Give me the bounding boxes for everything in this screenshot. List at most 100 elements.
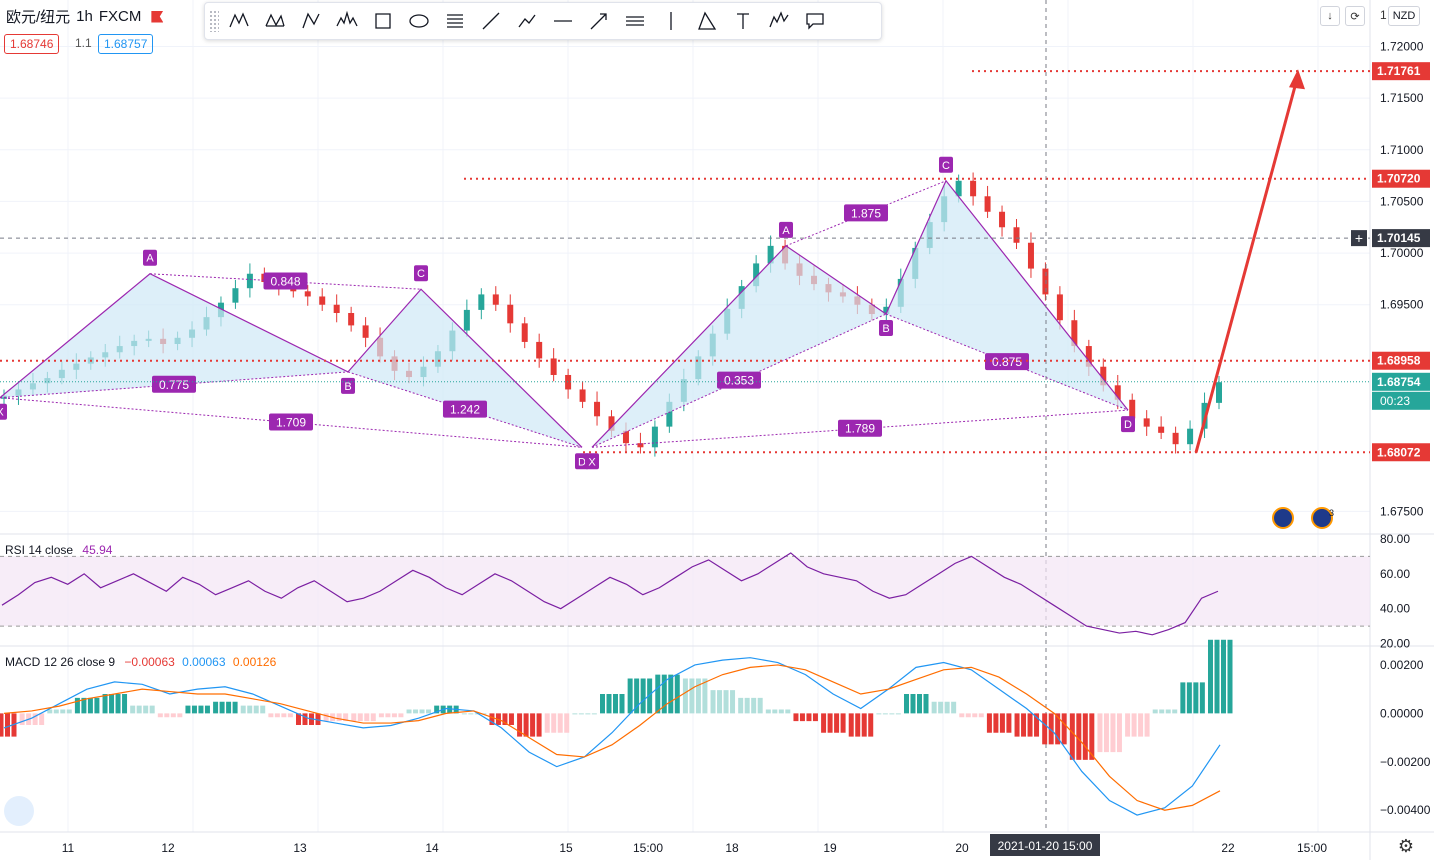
crosshair-time-label: 2021-01-20 15:00 xyxy=(998,839,1093,853)
macd-params: 12 26 close 9 xyxy=(43,655,116,669)
rectangle-tool[interactable] xyxy=(365,6,401,36)
macd-legend[interactable]: MACD 12 26 close 9 −0.00063 0.00063 0.00… xyxy=(5,655,276,669)
candle-body xyxy=(521,323,528,342)
drawing-toolbar xyxy=(204,2,882,40)
pattern-point-label: A xyxy=(146,253,154,265)
text-icon xyxy=(737,13,749,29)
macd-hist-bar xyxy=(710,690,716,714)
macd-hist-bar xyxy=(695,678,701,714)
spread-label: 1.1 xyxy=(75,36,92,50)
price-label-text: 1.70145 xyxy=(1377,231,1421,245)
macd-hist-bar xyxy=(1076,713,1082,760)
price-tick-label: 1.67500 xyxy=(1380,504,1424,518)
callout-tool[interactable] xyxy=(797,6,833,36)
macd-hist-bar xyxy=(447,705,453,714)
macd-hist-bar xyxy=(578,713,584,715)
macd-hist-bar xyxy=(1131,713,1137,737)
pattern-point-badge xyxy=(143,249,157,266)
macd-hist-bar xyxy=(647,678,653,714)
crosshair-plus-box xyxy=(1351,230,1367,247)
price-label-box xyxy=(1372,372,1430,391)
xabcd-pattern-icon xyxy=(229,12,249,28)
macd-hist-bar xyxy=(1055,713,1061,745)
arrow-line-tool[interactable] xyxy=(581,6,617,36)
macd-hist-bar xyxy=(613,694,618,714)
macd-hist-bar xyxy=(287,713,293,718)
toolbar-grip-icon[interactable] xyxy=(209,10,219,32)
candle-body xyxy=(753,263,760,287)
parallel-channel-tool[interactable] xyxy=(617,6,653,36)
arrow-down-icon[interactable]: ↓ xyxy=(1320,6,1340,26)
sell-price-box[interactable]: 1.68746 xyxy=(4,34,60,54)
macd-hist-bar xyxy=(191,705,197,714)
macd-hist-bar xyxy=(1042,713,1048,745)
trend-line-tool[interactable] xyxy=(473,6,509,36)
rsi-params: 14 close xyxy=(28,543,74,557)
macd-hist-bar xyxy=(109,694,115,714)
price-tick-label: 1.72000 xyxy=(1380,39,1424,53)
macd-hist-bar xyxy=(1048,713,1054,745)
macd-hist-bar xyxy=(157,713,163,718)
triangle-pattern-tool[interactable] xyxy=(689,6,725,36)
cypher-pattern-tool[interactable] xyxy=(257,6,293,36)
countdown-box xyxy=(1372,391,1430,410)
ellipse-tool[interactable] xyxy=(401,6,437,36)
candle-body xyxy=(348,313,355,326)
elliott-wave-tool[interactable] xyxy=(761,6,797,36)
macd-hist-bar xyxy=(53,709,59,714)
rsi-legend[interactable]: RSI 14 close 45.94 xyxy=(5,543,112,557)
candle-body xyxy=(1056,294,1063,321)
macd-hist-bar xyxy=(434,705,440,714)
macd-hist-bar xyxy=(489,713,495,725)
currency-button[interactable]: NZD xyxy=(1388,6,1420,26)
candle-body xyxy=(999,211,1006,228)
text-tool[interactable] xyxy=(725,6,761,36)
price-label-box xyxy=(1372,229,1430,248)
pattern-ratio-label: 0.848 xyxy=(270,274,300,288)
buy-price-box[interactable]: 1.68757 xyxy=(98,34,154,54)
macd-hist-bar xyxy=(1208,639,1213,714)
symbol-name[interactable]: 欧元/纽元 xyxy=(6,9,71,26)
pattern-ratio-badge xyxy=(844,204,888,222)
xabcd-pattern-tool[interactable] xyxy=(221,6,257,36)
time-tick-label: 22 xyxy=(1221,841,1235,855)
time-tick-label: 11 xyxy=(62,841,75,855)
macd-hist-bar xyxy=(557,713,563,733)
price-tick-label: 1.71500 xyxy=(1380,91,1424,105)
fib-retracement-tool[interactable] xyxy=(437,6,473,36)
tradingview-logo-icon[interactable] xyxy=(4,796,34,826)
rsi-tick-label: 80.00 xyxy=(1380,532,1410,546)
pattern-point-label: D xyxy=(578,456,586,468)
macd-hist-bar xyxy=(1180,682,1186,714)
candle-body xyxy=(651,426,658,448)
symbol-header[interactable]: 欧元/纽元 1h FXCM xyxy=(6,6,164,27)
candle-body xyxy=(333,304,340,314)
macd-hist-bar xyxy=(986,713,992,733)
macd-hist-bar xyxy=(1006,713,1012,733)
candle-body xyxy=(1085,346,1092,367)
candle-body xyxy=(1158,426,1165,433)
horizontal-line-tool[interactable] xyxy=(545,6,581,36)
price-label-box xyxy=(1372,443,1430,462)
vertical-line-tool[interactable] xyxy=(653,6,689,36)
time-tick-label: 13 xyxy=(293,841,307,855)
event-flag-icon xyxy=(1272,507,1294,529)
time-tick-label: 15:00 xyxy=(1297,841,1327,855)
pattern-ratio-label: 1.789 xyxy=(845,422,875,436)
pattern-ratio-badge xyxy=(263,272,308,290)
macd-hist-bar xyxy=(1110,713,1116,753)
macd-hist-bar xyxy=(502,713,508,725)
macd-hist-bar xyxy=(81,697,87,714)
head-shoulders-tool[interactable] xyxy=(329,6,365,36)
refresh-icon[interactable]: ⟳ xyxy=(1345,6,1365,26)
interval-label[interactable]: 1h xyxy=(76,8,93,25)
macd-hist-bar xyxy=(385,713,391,718)
abcd-pattern-tool[interactable] xyxy=(293,6,329,36)
macd-hist-bar xyxy=(606,694,612,714)
flag-icon[interactable] xyxy=(151,10,164,23)
macd-hist-bar xyxy=(1116,713,1122,753)
path-tool[interactable] xyxy=(509,6,545,36)
gear-icon[interactable]: ⚙ xyxy=(1397,836,1415,856)
macd-hist-bar xyxy=(357,713,363,722)
